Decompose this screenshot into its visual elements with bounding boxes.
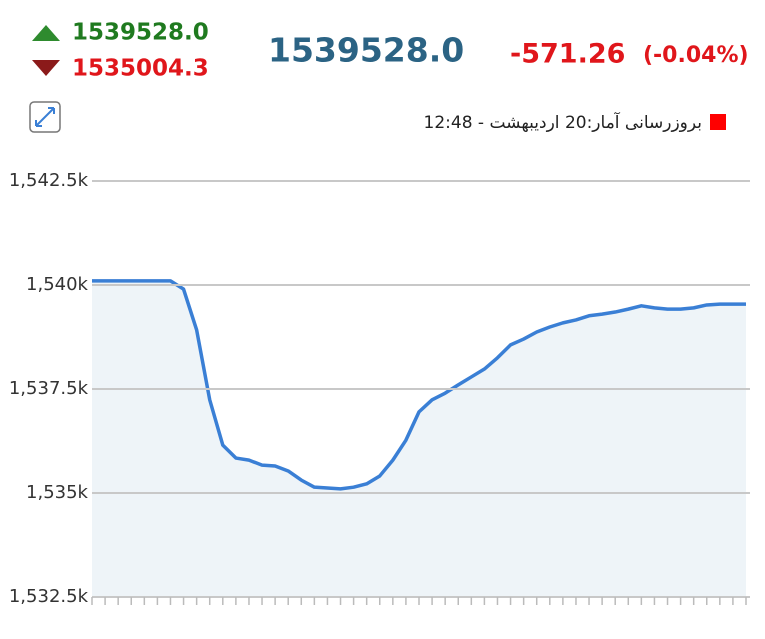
legend-symbol [710, 114, 726, 130]
y-tick-label: 1,542.5k [9, 170, 89, 191]
update-text: بروزرسانی آمار:20 اردیبهشت - 12:48 [424, 111, 702, 133]
area [92, 280, 746, 597]
low-value: 1535004.3 [72, 56, 209, 82]
change: -571.26 [510, 39, 625, 70]
high-value: 1539528.0 [72, 20, 209, 46]
up-arrow [32, 25, 60, 41]
last-value: 1539528.0 [268, 31, 464, 70]
y-tick-label: 1,537.5k [9, 378, 89, 399]
y-tick-label: 1,532.5k [9, 586, 89, 607]
y-tick-label: 1,540k [26, 274, 89, 295]
change-percent: (-0.04%) [643, 43, 749, 68]
line [92, 279, 746, 491]
y-tick-label: 1,535k [26, 482, 89, 503]
down-arrow [32, 60, 60, 76]
expand-button[interactable] [29, 101, 61, 133]
